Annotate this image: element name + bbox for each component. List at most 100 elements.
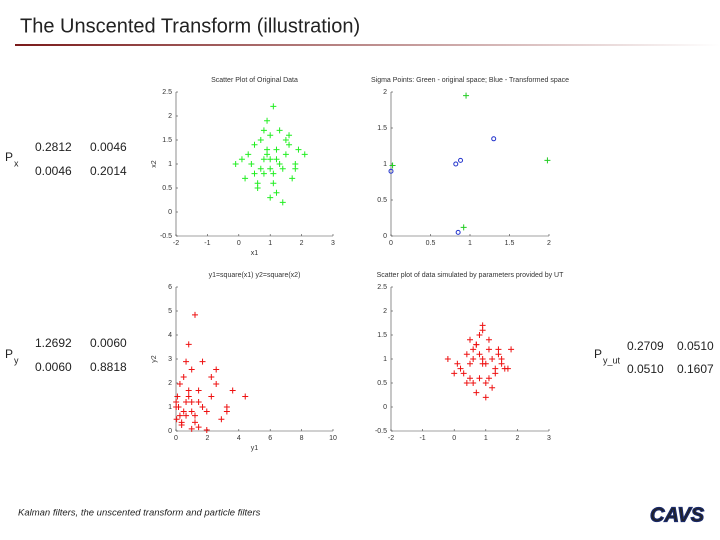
point	[292, 165, 299, 172]
point	[482, 394, 489, 401]
point	[388, 168, 394, 174]
point	[191, 311, 198, 318]
point	[301, 151, 308, 158]
point	[460, 224, 467, 231]
point	[260, 127, 267, 134]
chart-title: Scatter plot of data simulated by parame…	[377, 272, 564, 279]
point	[185, 393, 192, 400]
point	[495, 346, 502, 353]
point	[229, 387, 236, 394]
x-tick-label: 4	[237, 435, 241, 442]
point	[218, 416, 225, 423]
point	[444, 356, 451, 362]
y-tick-label: 1	[168, 404, 172, 411]
x-axis-label: x1	[251, 250, 259, 257]
point	[183, 398, 190, 405]
y-axis-label: x2	[151, 160, 158, 168]
point	[482, 380, 489, 386]
y-tick-label: 1.5	[377, 125, 387, 132]
point	[188, 408, 195, 415]
y-tick-label: 1.5	[377, 332, 387, 339]
matrix-entry: 0.2709	[627, 339, 664, 353]
point	[295, 146, 302, 153]
point	[264, 117, 271, 124]
point	[199, 404, 206, 410]
x-tick-label: 0.5	[426, 240, 436, 247]
point	[489, 356, 496, 362]
point	[248, 161, 255, 167]
point	[476, 375, 483, 382]
point	[491, 136, 497, 142]
point	[185, 341, 192, 348]
point	[173, 404, 180, 410]
point	[467, 360, 473, 367]
point	[213, 380, 220, 387]
point	[279, 165, 286, 172]
slide-title: The Unscented Transform (illustration)	[20, 15, 360, 37]
y-tick-label: 0.5	[377, 197, 387, 204]
point	[173, 398, 180, 405]
point	[180, 374, 187, 380]
point	[173, 416, 180, 423]
point	[270, 180, 277, 187]
point	[270, 170, 277, 177]
y-tick-label: 2	[168, 113, 172, 120]
point	[508, 346, 515, 353]
title-rule	[15, 44, 720, 46]
point	[183, 412, 190, 419]
matrix-entry: 0.1607	[677, 362, 714, 376]
x-tick-label: 1	[468, 240, 472, 247]
footer: Kalman filters, the unscented transform …	[18, 508, 261, 519]
x-tick-label: 0	[452, 435, 456, 442]
point	[454, 360, 461, 367]
matrix-entry: 1.2692	[35, 336, 72, 350]
point	[251, 170, 258, 177]
point	[267, 165, 274, 172]
x-tick-label: 1.5	[505, 240, 515, 247]
y-tick-label: 2	[383, 89, 387, 96]
y-tick-label: 3	[168, 356, 172, 363]
point	[492, 365, 499, 372]
point	[282, 137, 289, 143]
y-tick-label: 0.5	[162, 185, 172, 192]
matrix-symbol: P	[5, 150, 13, 164]
logo: CAVS	[650, 504, 705, 526]
point	[176, 412, 183, 419]
x-tick-label: 1	[484, 435, 488, 442]
point	[451, 370, 458, 377]
point	[467, 375, 473, 382]
point	[242, 175, 249, 182]
matrix-entry: 0.2014	[90, 164, 127, 178]
point	[473, 389, 480, 396]
y-tick-label: 2.5	[162, 89, 172, 96]
y-tick-label: 0.5	[377, 380, 387, 387]
x-tick-label: -1	[204, 240, 210, 247]
point	[260, 156, 267, 163]
point	[178, 419, 185, 426]
point	[180, 408, 187, 415]
y-tick-label: 1	[168, 161, 172, 168]
y-tick-label: 0	[383, 404, 387, 411]
point	[276, 127, 283, 134]
point	[273, 189, 280, 196]
point	[257, 165, 264, 172]
point	[476, 332, 483, 338]
point	[485, 346, 492, 353]
x-tick-label: 0	[389, 240, 393, 247]
point	[482, 360, 489, 367]
point	[213, 366, 220, 373]
point	[279, 199, 286, 206]
chart-title: Scatter Plot of Original Data	[211, 77, 298, 84]
x-tick-label: 3	[331, 240, 335, 247]
point	[232, 161, 239, 167]
matrix-entry: 0.0060	[90, 336, 127, 350]
matrix-subscript: y	[14, 355, 19, 365]
point	[504, 365, 511, 372]
y-tick-label: 5	[168, 308, 172, 315]
x-tick-label: 1	[268, 240, 272, 247]
y-tick-label: -0.5	[375, 428, 387, 435]
x-tick-label: -2	[388, 435, 394, 442]
point	[485, 336, 492, 343]
y-axis-label: y2	[151, 355, 158, 363]
